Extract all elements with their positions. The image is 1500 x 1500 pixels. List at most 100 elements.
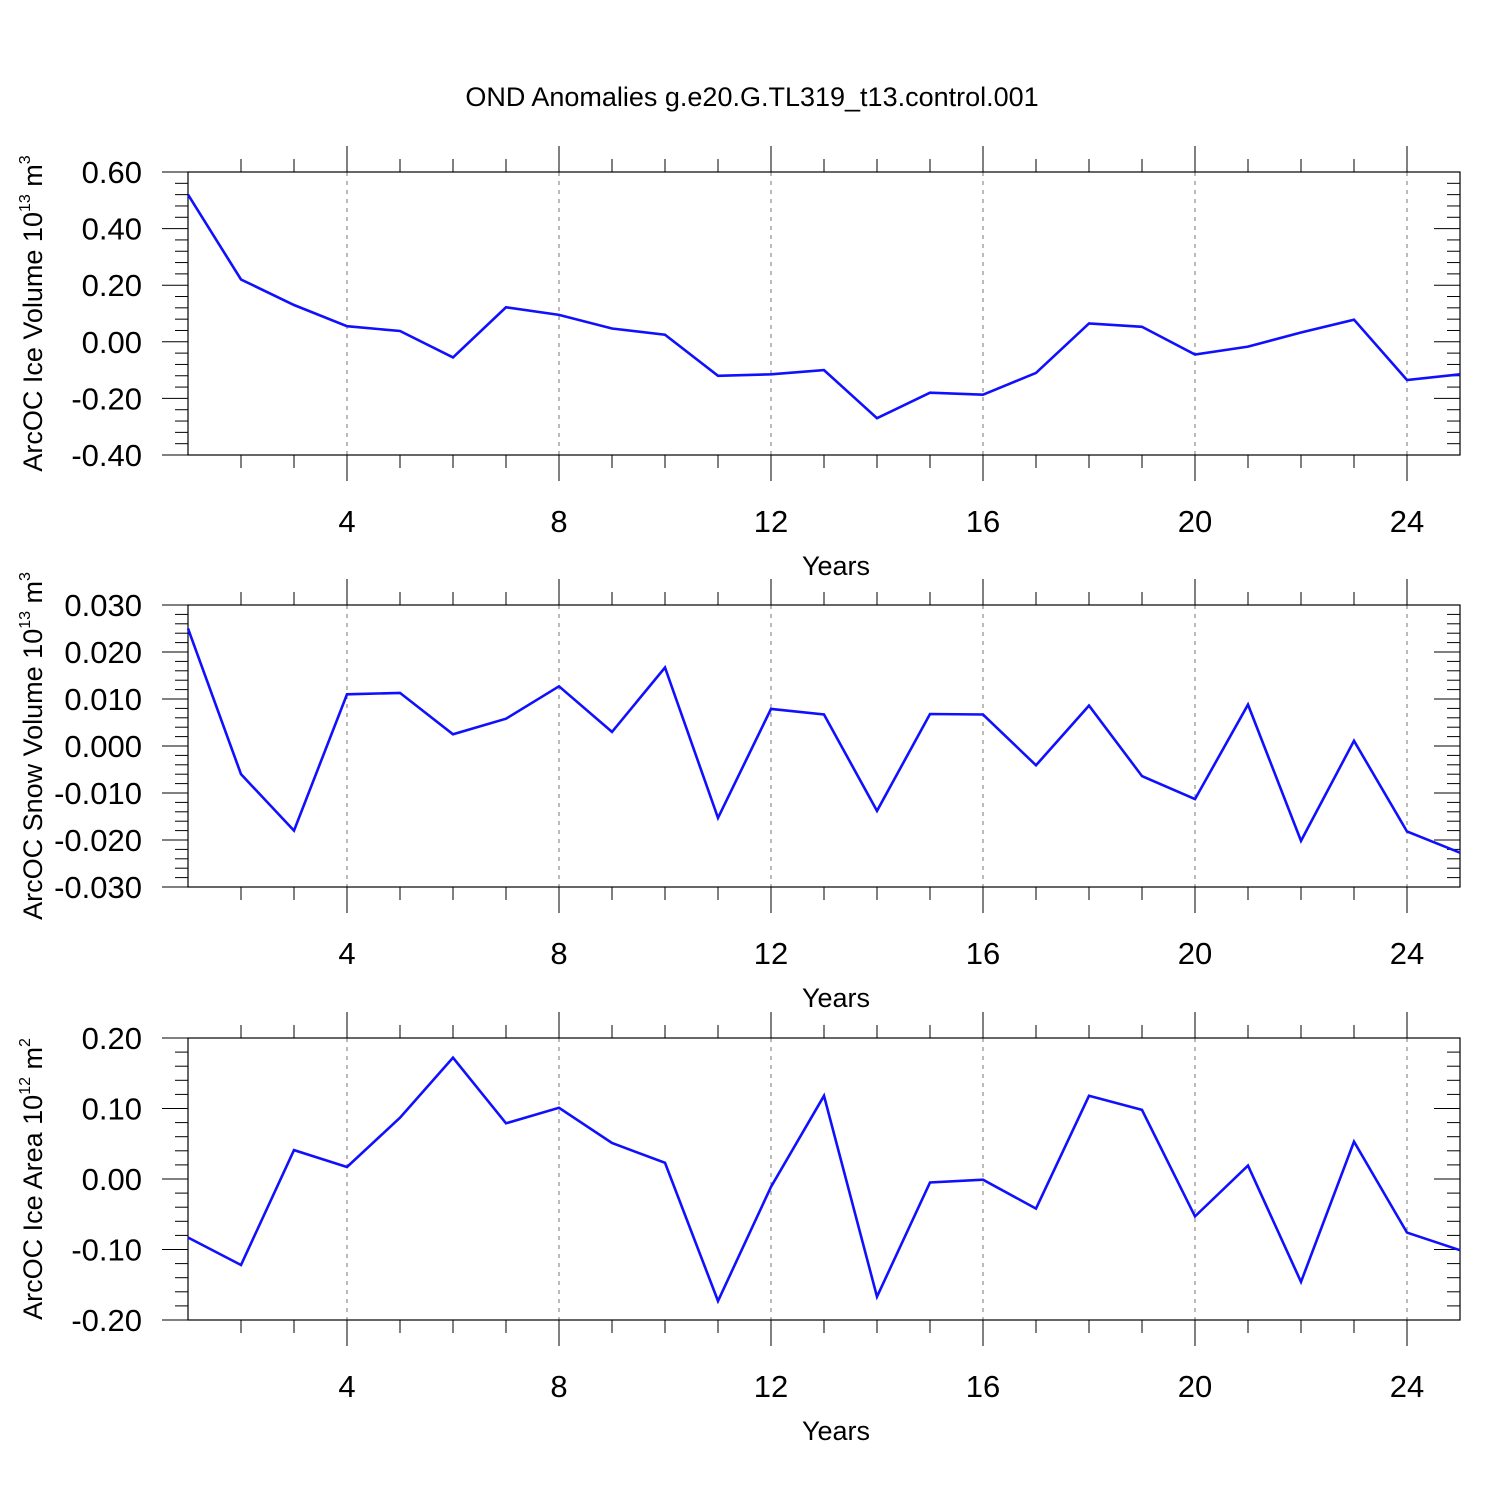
data-point [1246,1164,1250,1168]
x-tick-label: 20 [1178,936,1212,971]
data-point [822,713,826,717]
y-axis-label-superscript: 3 [17,572,34,581]
y-tick-label: -0.030 [54,870,142,905]
data-point [769,372,773,376]
data-point [1034,371,1038,375]
data-point [928,1181,932,1185]
data-point [1087,704,1091,708]
data-point [663,666,667,670]
y-axis-label-superscript: 13 [17,611,34,629]
data-point [716,816,720,820]
data-point [610,1141,614,1145]
data-point [398,1116,402,1120]
data-point [345,324,349,328]
data-point [239,278,243,282]
data-point [1193,353,1197,357]
data-point [557,313,561,317]
data-point [1299,1280,1303,1284]
x-tick-label: 8 [550,936,567,971]
y-tick-label: 0.20 [82,1021,142,1056]
panel-3: -0.20 -0.10 0.00 0.10 0.20 4 8 12 16 20 24 Years Arc… [17,1012,1462,1446]
x-tick-label: 12 [754,936,788,971]
data-point [1246,345,1250,349]
y-tick-label: 0.00 [82,325,142,360]
x-axis-label: Years [802,983,870,1013]
data-point [239,772,243,776]
data-point [1458,1248,1462,1252]
x-tick-label: 20 [1178,1369,1212,1404]
y-axis-label-text: m [18,164,48,194]
data-point [875,1295,879,1299]
data-point [1246,703,1250,707]
x-tick-label: 24 [1390,504,1424,539]
x-axis-label: Years [802,551,870,581]
data-point [610,730,614,734]
data-point [504,1121,508,1125]
series-line [187,1055,1461,1305]
data-point [398,691,402,695]
data-point [610,326,614,330]
x-tick-label: 8 [550,504,567,539]
data-point [716,374,720,378]
data-point [292,303,296,307]
data-point [1405,1231,1409,1235]
y-tick-label: 0.010 [64,682,142,717]
y-axis-label-text: ArcOC Ice Volume 10 [18,212,48,472]
y-axis-label-superscript: 13 [17,194,34,212]
series-line [186,628,1461,854]
y-tick-label: 0.60 [82,155,142,190]
y-axis-label-superscript: 2 [17,1038,34,1047]
data-point [1405,830,1409,834]
y-tick-label: 0.20 [82,268,142,303]
y-tick-label: -0.20 [71,1303,142,1338]
y-tick-label: 0.00 [82,1162,142,1197]
data-point [1299,330,1303,334]
data-point [769,1185,773,1189]
data-point [1352,1140,1356,1144]
data-point [1140,325,1144,329]
data-point [875,416,879,420]
data-point [345,692,349,696]
data-point [504,305,508,309]
data-point [186,627,190,631]
x-tick-label: 4 [338,1369,355,1404]
x-tick-label: 4 [338,936,355,971]
x-tick-label: 8 [550,1369,567,1404]
data-point [1405,378,1409,382]
y-axis-label-text: ArcOC Ice Area 10 [18,1095,48,1320]
data-point [1140,1108,1144,1112]
data-point [1299,839,1303,843]
x-tick-label: 12 [754,504,788,539]
x-tick-label: 12 [754,1369,788,1404]
data-point [1140,774,1144,778]
data-point [1193,797,1197,801]
y-axis-label-text: ArcOC Snow Volume 10 [18,629,48,920]
data-point [292,829,296,833]
figure-title: OND Anomalies g.e20.G.TL319_t13.control.… [465,82,1038,112]
x-tick-label: 20 [1178,504,1212,539]
y-tick-label: -0.40 [71,438,142,473]
y-axis-label-text: m [18,1047,48,1077]
y-tick-label: -0.20 [71,381,142,416]
x-tick-label: 24 [1390,1369,1424,1404]
x-tick-label: 16 [966,504,1000,539]
y-axis-label-text: m [18,581,48,611]
data-point [981,713,985,717]
data-point [1087,321,1091,325]
data-point [1087,1094,1091,1098]
data-point [875,809,879,813]
data-point [1193,1214,1197,1218]
x-axis-label: Years [802,1416,870,1446]
data-point [822,1094,826,1098]
y-tick-label: 0.030 [64,588,142,623]
data-point [398,329,402,333]
data-point [451,355,455,359]
x-tick-label: 16 [966,936,1000,971]
data-point [1458,372,1462,376]
data-point [822,368,826,372]
data-point [1352,318,1356,322]
data-point [1458,851,1462,855]
data-point [504,717,508,721]
y-tick-label: 0.40 [82,212,142,247]
